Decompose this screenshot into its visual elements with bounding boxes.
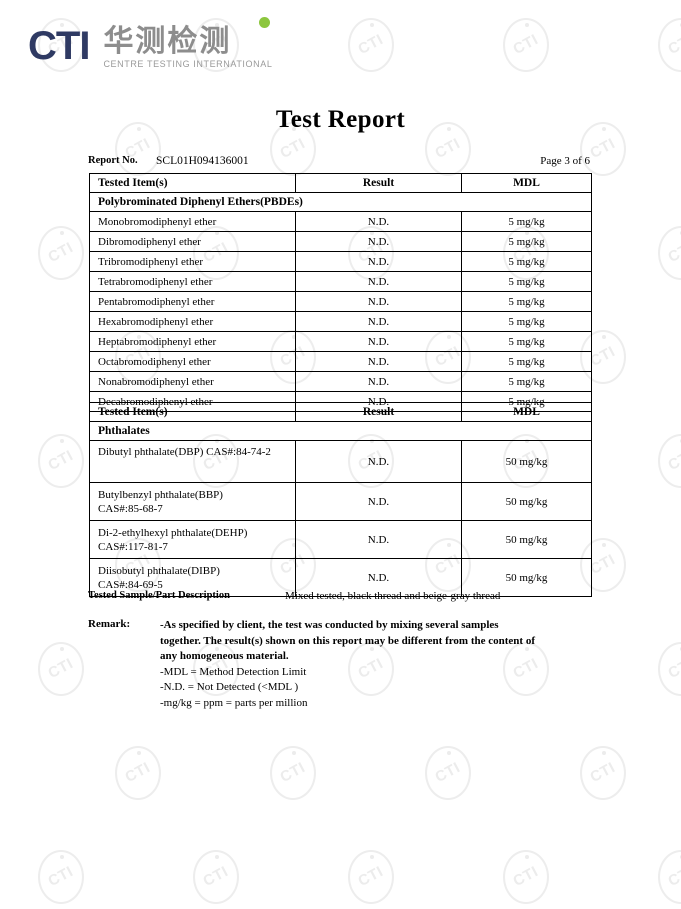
item-result: N.D. xyxy=(295,271,462,292)
logo-english-name: CENTRE TESTING INTERNATIONAL xyxy=(103,59,273,69)
item-name-line1: Dibutyl phthalate(DBP) CAS#:84-74-2 xyxy=(98,446,271,458)
column-header-mdl: MDL xyxy=(461,173,592,193)
table-header-row: Tested Item(s) Result MDL xyxy=(89,402,592,422)
item-result: N.D. xyxy=(295,311,462,332)
item-name: Dibutyl phthalate(DBP) CAS#:84-74-2 xyxy=(89,440,296,483)
report-no-value: SCL01H094136001 xyxy=(156,155,249,167)
remark-block: Remark: -As specified by client, the tes… xyxy=(88,618,598,711)
table-row: Monobromodiphenyl ether N.D. 5 mg/kg xyxy=(89,211,592,232)
section-header-row: Phthalates xyxy=(89,421,592,441)
table-row: Dibutyl phthalate(DBP) CAS#:84-74-2 N.D.… xyxy=(89,440,592,483)
item-result: N.D. xyxy=(295,482,462,521)
item-mdl: 50 mg/kg xyxy=(461,482,592,521)
item-result: N.D. xyxy=(295,331,462,352)
column-header-item: Tested Item(s) xyxy=(89,402,296,422)
item-result: N.D. xyxy=(295,351,462,372)
item-mdl: 5 mg/kg xyxy=(461,371,592,392)
column-header-result: Result xyxy=(295,402,462,422)
item-result: N.D. xyxy=(295,231,462,252)
column-header-mdl: MDL xyxy=(461,402,592,422)
item-mdl: 5 mg/kg xyxy=(461,311,592,332)
remark-line-3: any homogeneous material. xyxy=(160,650,289,662)
table-row: Pentabromodiphenyl ether N.D. 5 mg/kg xyxy=(89,291,592,312)
table-row: Nonabromodiphenyl ether N.D. 5 mg/kg xyxy=(89,371,592,392)
sample-description-label: Tested Sample/Part Description xyxy=(88,590,230,601)
item-cas-number: CAS#:117-81-7 xyxy=(98,540,168,553)
item-mdl: 50 mg/kg xyxy=(461,520,592,559)
item-result: N.D. xyxy=(295,211,462,232)
remark-lines: -As specified by client, the test was co… xyxy=(160,618,598,711)
logo-cti-text: CTI xyxy=(28,24,90,68)
report-no-label: Report No. xyxy=(88,155,138,166)
item-result: N.D. xyxy=(295,291,462,312)
item-mdl: 5 mg/kg xyxy=(461,351,592,372)
item-result: N.D. xyxy=(295,371,462,392)
logo-green-dot-icon xyxy=(259,17,271,28)
item-name: Octabromodiphenyl ether xyxy=(89,351,296,372)
item-mdl: 5 mg/kg xyxy=(461,251,592,272)
remark-line-1: -As specified by client, the test was co… xyxy=(160,619,499,631)
item-name: Pentabromodiphenyl ether xyxy=(89,291,296,312)
item-mdl: 5 mg/kg xyxy=(461,271,592,292)
column-header-result: Result xyxy=(295,173,462,193)
table-row: Octabromodiphenyl ether N.D. 5 mg/kg xyxy=(89,351,592,372)
remark-line-2: together. The result(s) shown on this re… xyxy=(160,634,535,647)
table-header-row: Tested Item(s) Result MDL xyxy=(89,173,592,193)
logo-wordmark: 华测检测 CENTRE TESTING INTERNATIONAL xyxy=(103,26,272,70)
item-mdl: 50 mg/kg xyxy=(461,440,592,483)
item-mdl: 5 mg/kg xyxy=(461,331,592,352)
item-name: Tetrabromodiphenyl ether xyxy=(89,271,296,292)
pbde-results-table: Tested Item(s) Result MDL Polybrominated… xyxy=(89,173,592,412)
item-name: Butylbenzyl phthalate(BBP) CAS#:85-68-7 xyxy=(89,482,296,521)
item-name: Hexabromodiphenyl ether xyxy=(89,311,296,332)
table-row: Butylbenzyl phthalate(BBP) CAS#:85-68-7 … xyxy=(89,482,592,521)
item-mdl: 5 mg/kg xyxy=(461,291,592,312)
page-title: Test Report xyxy=(275,106,406,133)
item-mdl: 5 mg/kg xyxy=(461,211,592,232)
item-name: Heptabromodiphenyl ether xyxy=(89,331,296,352)
item-name: Nonabromodiphenyl ether xyxy=(89,371,296,392)
sample-description-value: Mixed tested, black thread and beige-gra… xyxy=(285,590,501,602)
item-name-line1: Diisobutyl phthalate(DIBP) xyxy=(98,564,220,577)
tested-sample-description: Tested Sample/Part Description Mixed tes… xyxy=(88,590,590,604)
table-row: Tetrabromodiphenyl ether N.D. 5 mg/kg xyxy=(89,271,592,292)
remark-label: Remark: xyxy=(88,618,131,630)
report-meta: Report No. SCL01H094136001 Page 3 of 6 xyxy=(88,155,590,169)
item-result: N.D. xyxy=(295,251,462,272)
item-name-line1: Butylbenzyl phthalate(BBP) xyxy=(98,488,223,501)
item-result: N.D. xyxy=(295,440,462,483)
logo-chinese-name: 华测检测 xyxy=(103,24,232,59)
cti-logo: CTI 华测检测 CENTRE TESTING INTERNATIONAL xyxy=(28,17,272,78)
table-row: Heptabromodiphenyl ether N.D. 5 mg/kg xyxy=(89,331,592,352)
remark-line-5: -N.D. = Not Detected (<MDL ) xyxy=(160,681,299,693)
section-title-phthalates: Phthalates xyxy=(89,421,592,441)
phthalates-results-table: Tested Item(s) Result MDL Phthalates Dib… xyxy=(89,402,592,597)
page-number-label: Page 3 of 6 xyxy=(540,155,590,167)
item-name: Di-2-ethylhexyl phthalate(DEHP) CAS#:117… xyxy=(89,520,296,559)
remark-line-4: -MDL = Method Detection Limit xyxy=(160,665,307,678)
table-row: Hexabromodiphenyl ether N.D. 5 mg/kg xyxy=(89,311,592,332)
remark-line-6: -mg/kg = ppm = parts per million xyxy=(160,696,308,709)
section-header-row: Polybrominated Diphenyl Ethers(PBDEs) xyxy=(89,192,592,212)
item-mdl: 5 mg/kg xyxy=(461,231,592,252)
section-title-pbde: Polybrominated Diphenyl Ethers(PBDEs) xyxy=(89,192,592,212)
item-name: Dibromodiphenyl ether xyxy=(89,231,296,252)
item-cas-number: CAS#:84-69-5 xyxy=(98,578,163,591)
item-mdl: 50 mg/kg xyxy=(461,558,592,597)
table-row: Di-2-ethylhexyl phthalate(DEHP) CAS#:117… xyxy=(89,520,592,559)
column-header-item: Tested Item(s) xyxy=(89,173,296,193)
table-row: Tribromodiphenyl ether N.D. 5 mg/kg xyxy=(89,251,592,272)
report-page: CTI 华测检测 CENTRE TESTING INTERNATIONAL Te… xyxy=(28,17,598,711)
item-result: N.D. xyxy=(295,520,462,559)
item-name: Tribromodiphenyl ether xyxy=(89,251,296,272)
item-cas-number: CAS#:85-68-7 xyxy=(98,502,163,515)
table-row: Dibromodiphenyl ether N.D. 5 mg/kg xyxy=(89,231,592,252)
item-name: Monobromodiphenyl ether xyxy=(89,211,296,232)
item-name-line1: Di-2-ethylhexyl phthalate(DEHP) xyxy=(98,526,248,539)
